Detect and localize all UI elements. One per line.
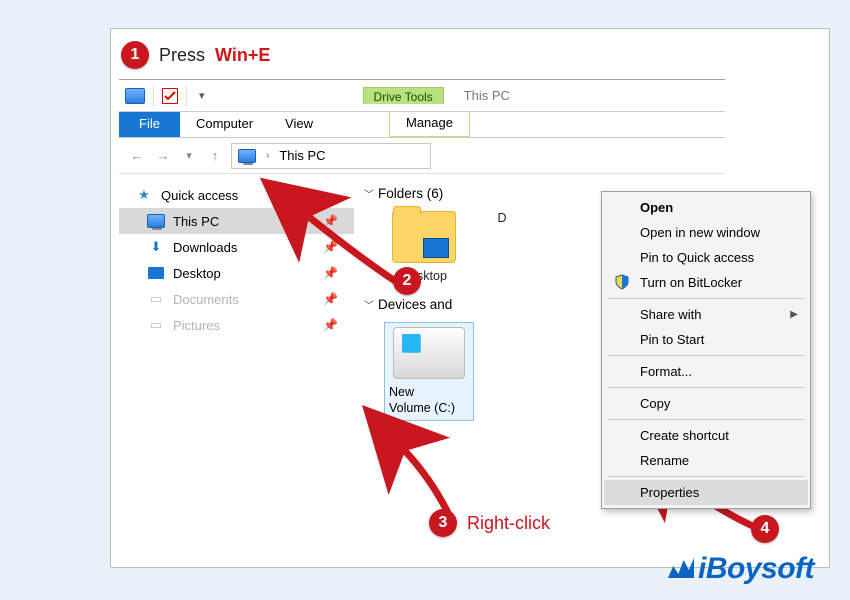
ctx-separator (608, 355, 804, 356)
drive-item-c[interactable]: New Volume (C:) (384, 322, 474, 421)
ctx-bitlocker[interactable]: Turn on BitLocker (604, 270, 808, 295)
ctx-share-label: Share with (640, 307, 701, 322)
chevron-right-icon[interactable]: › (262, 150, 273, 161)
star-icon: ★ (135, 186, 153, 204)
address-bar: ← → ▾ ↑ › This PC (119, 138, 725, 174)
nav-this-pc-label: This PC (173, 214, 219, 229)
ctx-open-new-window[interactable]: Open in new window (604, 220, 808, 245)
desktop-icon (147, 264, 165, 282)
nav-pictures[interactable]: ▭ Pictures 📌 (119, 312, 354, 338)
pictures-icon: ▭ (147, 316, 165, 334)
pin-icon: 📌 (323, 318, 338, 332)
nav-quick-access[interactable]: ★ Quick access (119, 182, 354, 208)
nav-documents-label: Documents (173, 292, 239, 307)
folders-section-label: Folders (6) (378, 186, 443, 201)
folder-item-truncated[interactable]: D (492, 211, 512, 283)
instruction-canvas: 1 Press Win+E ▾ Drive Tools This PC File… (110, 28, 830, 568)
qat-dropdown-icon[interactable]: ▾ (195, 89, 209, 102)
contextual-tab-label: Drive Tools (363, 87, 444, 104)
nav-pictures-label: Pictures (173, 318, 220, 333)
ctx-format[interactable]: Format... (604, 359, 808, 384)
tab-view[interactable]: View (269, 112, 329, 137)
ctx-open[interactable]: Open (604, 195, 808, 220)
nav-recent-icon[interactable]: ▾ (179, 146, 199, 166)
step-1: 1 Press Win+E (121, 41, 270, 69)
title-bar: ▾ Drive Tools This PC (119, 80, 725, 112)
drive-icon (393, 327, 465, 379)
nav-desktop-label: Desktop (173, 266, 221, 281)
folder-label: D (492, 211, 512, 225)
window-title: This PC (464, 88, 510, 103)
ctx-separator (608, 476, 804, 477)
nav-back-icon[interactable]: ← (127, 146, 147, 166)
nav-quick-access-label: Quick access (161, 188, 238, 203)
nav-up-icon[interactable]: ↑ (205, 146, 225, 166)
chevron-down-icon: ﹀ (364, 186, 374, 201)
tab-file[interactable]: File (119, 112, 180, 137)
ribbon-tabs: File Computer View Manage (119, 112, 725, 138)
ctx-pin-quick-access[interactable]: Pin to Quick access (604, 245, 808, 270)
arrow-step-2 (299, 207, 419, 300)
qat-separator (153, 86, 154, 106)
qat-separator-2 (186, 86, 187, 106)
brand-logo: iBoysoft (668, 552, 814, 586)
arrow-step-3 (393, 441, 493, 534)
documents-icon: ▭ (147, 290, 165, 308)
step-1-text: Press (159, 45, 205, 66)
ctx-rename[interactable]: Rename (604, 448, 808, 473)
address-box[interactable]: › This PC (231, 143, 431, 169)
this-pc-small-icon (147, 212, 165, 230)
nav-downloads-label: Downloads (173, 240, 237, 255)
address-location: This PC (279, 148, 325, 163)
this-pc-icon (125, 88, 145, 104)
ctx-pin-start[interactable]: Pin to Start (604, 327, 808, 352)
context-menu: Open Open in new window Pin to Quick acc… (601, 191, 811, 509)
ctx-create-shortcut[interactable]: Create shortcut (604, 423, 808, 448)
ctx-separator (608, 419, 804, 420)
ctx-bitlocker-label: Turn on BitLocker (640, 275, 742, 290)
step-1-hotkey: Win+E (215, 45, 270, 66)
downloads-icon: ⬇ (147, 238, 165, 256)
ctx-separator (608, 298, 804, 299)
ctx-separator (608, 387, 804, 388)
tab-computer[interactable]: Computer (180, 112, 269, 137)
address-this-pc-icon (238, 149, 256, 163)
ctx-copy[interactable]: Copy (604, 391, 808, 416)
ctx-properties[interactable]: Properties (604, 480, 808, 505)
qat-properties-icon[interactable] (162, 88, 178, 104)
tab-manage[interactable]: Manage (389, 112, 470, 137)
drive-label: New Volume (C:) (389, 385, 469, 416)
submenu-arrow-icon: ▶ (790, 309, 798, 320)
step-1-badge: 1 (121, 41, 149, 69)
nav-forward-icon[interactable]: → (153, 146, 173, 166)
shield-icon (614, 274, 630, 290)
ctx-share-with[interactable]: Share with ▶ (604, 302, 808, 327)
